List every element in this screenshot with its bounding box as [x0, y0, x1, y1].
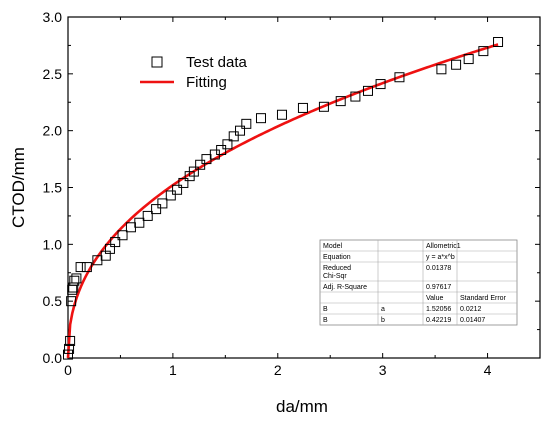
fit-table-cell: y = a*x^b: [426, 254, 455, 261]
data-point: [463, 54, 474, 65]
data-point: [172, 184, 183, 195]
fit-table-cell: 0.0212: [460, 306, 482, 313]
fit-table-cell: 1.52056: [426, 306, 451, 313]
data-point: [165, 190, 176, 201]
data-point: [235, 125, 246, 136]
fit-table-cell: Equation: [323, 254, 351, 261]
x-tick-label: 2: [274, 362, 282, 378]
data-point: [375, 79, 386, 90]
y-tick-label: 1.5: [43, 180, 63, 196]
legend-label-test-data: Test data: [186, 54, 248, 71]
data-point: [142, 210, 153, 221]
fit-table-cell: 0.97617: [426, 284, 451, 291]
fit-table-cell: 0.01378: [426, 265, 451, 272]
fit-table-cell: B: [323, 306, 328, 313]
fit-table-cell: b: [381, 317, 385, 324]
data-point: [75, 262, 86, 273]
data-point: [222, 139, 233, 150]
x-tick-label: 0: [64, 362, 72, 378]
data-point: [335, 96, 346, 107]
data-point: [157, 198, 168, 209]
y-tick-label: 3.0: [43, 9, 63, 25]
data-point: [117, 230, 128, 241]
data-point: [394, 72, 405, 83]
data-point: [436, 64, 447, 75]
data-point: [276, 109, 287, 120]
y-tick-label: 0.5: [43, 293, 63, 309]
data-point: [297, 102, 308, 113]
fit-curve: [66, 43, 499, 359]
data-point: [110, 237, 121, 248]
y-tick-label: 2.5: [43, 66, 63, 82]
data-point: [125, 222, 136, 233]
y-axis-title: CTOD/mm: [9, 147, 28, 228]
fit-table-cell: Reduced: [323, 265, 351, 272]
data-point: [81, 262, 92, 273]
data-point: [134, 217, 145, 228]
data-point: [65, 335, 76, 346]
data-point: [69, 275, 80, 286]
fit-table: [319, 239, 518, 326]
data-point: [188, 166, 199, 177]
data-point: [71, 273, 82, 284]
fit-table-cell: Standard Error: [460, 295, 507, 302]
fit-table-cell: Allometric1: [426, 243, 461, 250]
fit-table-cell: 0.01407: [460, 317, 485, 324]
y-tick-label: 0.0: [43, 350, 63, 366]
legend-marker-test-data: [151, 56, 163, 68]
fit-table-cell: Adj. R-Square: [323, 284, 367, 291]
x-tick-label: 4: [484, 362, 492, 378]
x-axis-title: da/mm: [276, 397, 328, 416]
data-point: [255, 113, 266, 124]
data-point: [451, 59, 462, 70]
fit-table-cell: B: [323, 317, 328, 324]
fit-table-cell: a: [381, 306, 385, 313]
x-tick-label: 1: [169, 362, 177, 378]
legend-label-fitting: Fitting: [186, 74, 227, 91]
y-tick-label: 2.0: [43, 123, 63, 139]
x-tick-label: 3: [379, 362, 387, 378]
data-point: [151, 204, 162, 215]
data-point: [64, 343, 75, 354]
data-point: [362, 85, 373, 96]
data-point: [216, 144, 227, 155]
fit-table-cell: Value: [426, 295, 443, 302]
data-point: [318, 101, 329, 112]
fit-table-cell: Chi-Sqr: [323, 273, 347, 280]
data-point: [241, 118, 252, 129]
data-point: [478, 46, 489, 57]
data-point: [66, 296, 77, 307]
data-point: [104, 243, 115, 254]
fit-table-cell: 0.42219: [426, 317, 451, 324]
data-point: [493, 37, 504, 48]
y-tick-label: 1.0: [43, 236, 63, 252]
data-point: [350, 91, 361, 102]
data-point: [195, 159, 206, 170]
data-point: [63, 349, 73, 360]
data-point: [178, 177, 189, 188]
fit-table-cell: Model: [323, 243, 343, 250]
data-point: [228, 131, 239, 142]
